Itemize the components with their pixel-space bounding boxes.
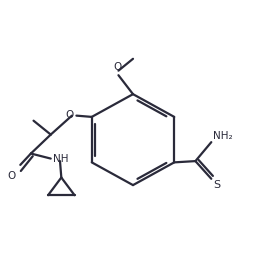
Text: O: O <box>113 62 121 72</box>
Text: O: O <box>7 171 15 181</box>
Text: NH: NH <box>53 154 69 164</box>
Text: O: O <box>65 110 73 120</box>
Text: NH₂: NH₂ <box>213 131 232 141</box>
Text: S: S <box>213 180 220 190</box>
